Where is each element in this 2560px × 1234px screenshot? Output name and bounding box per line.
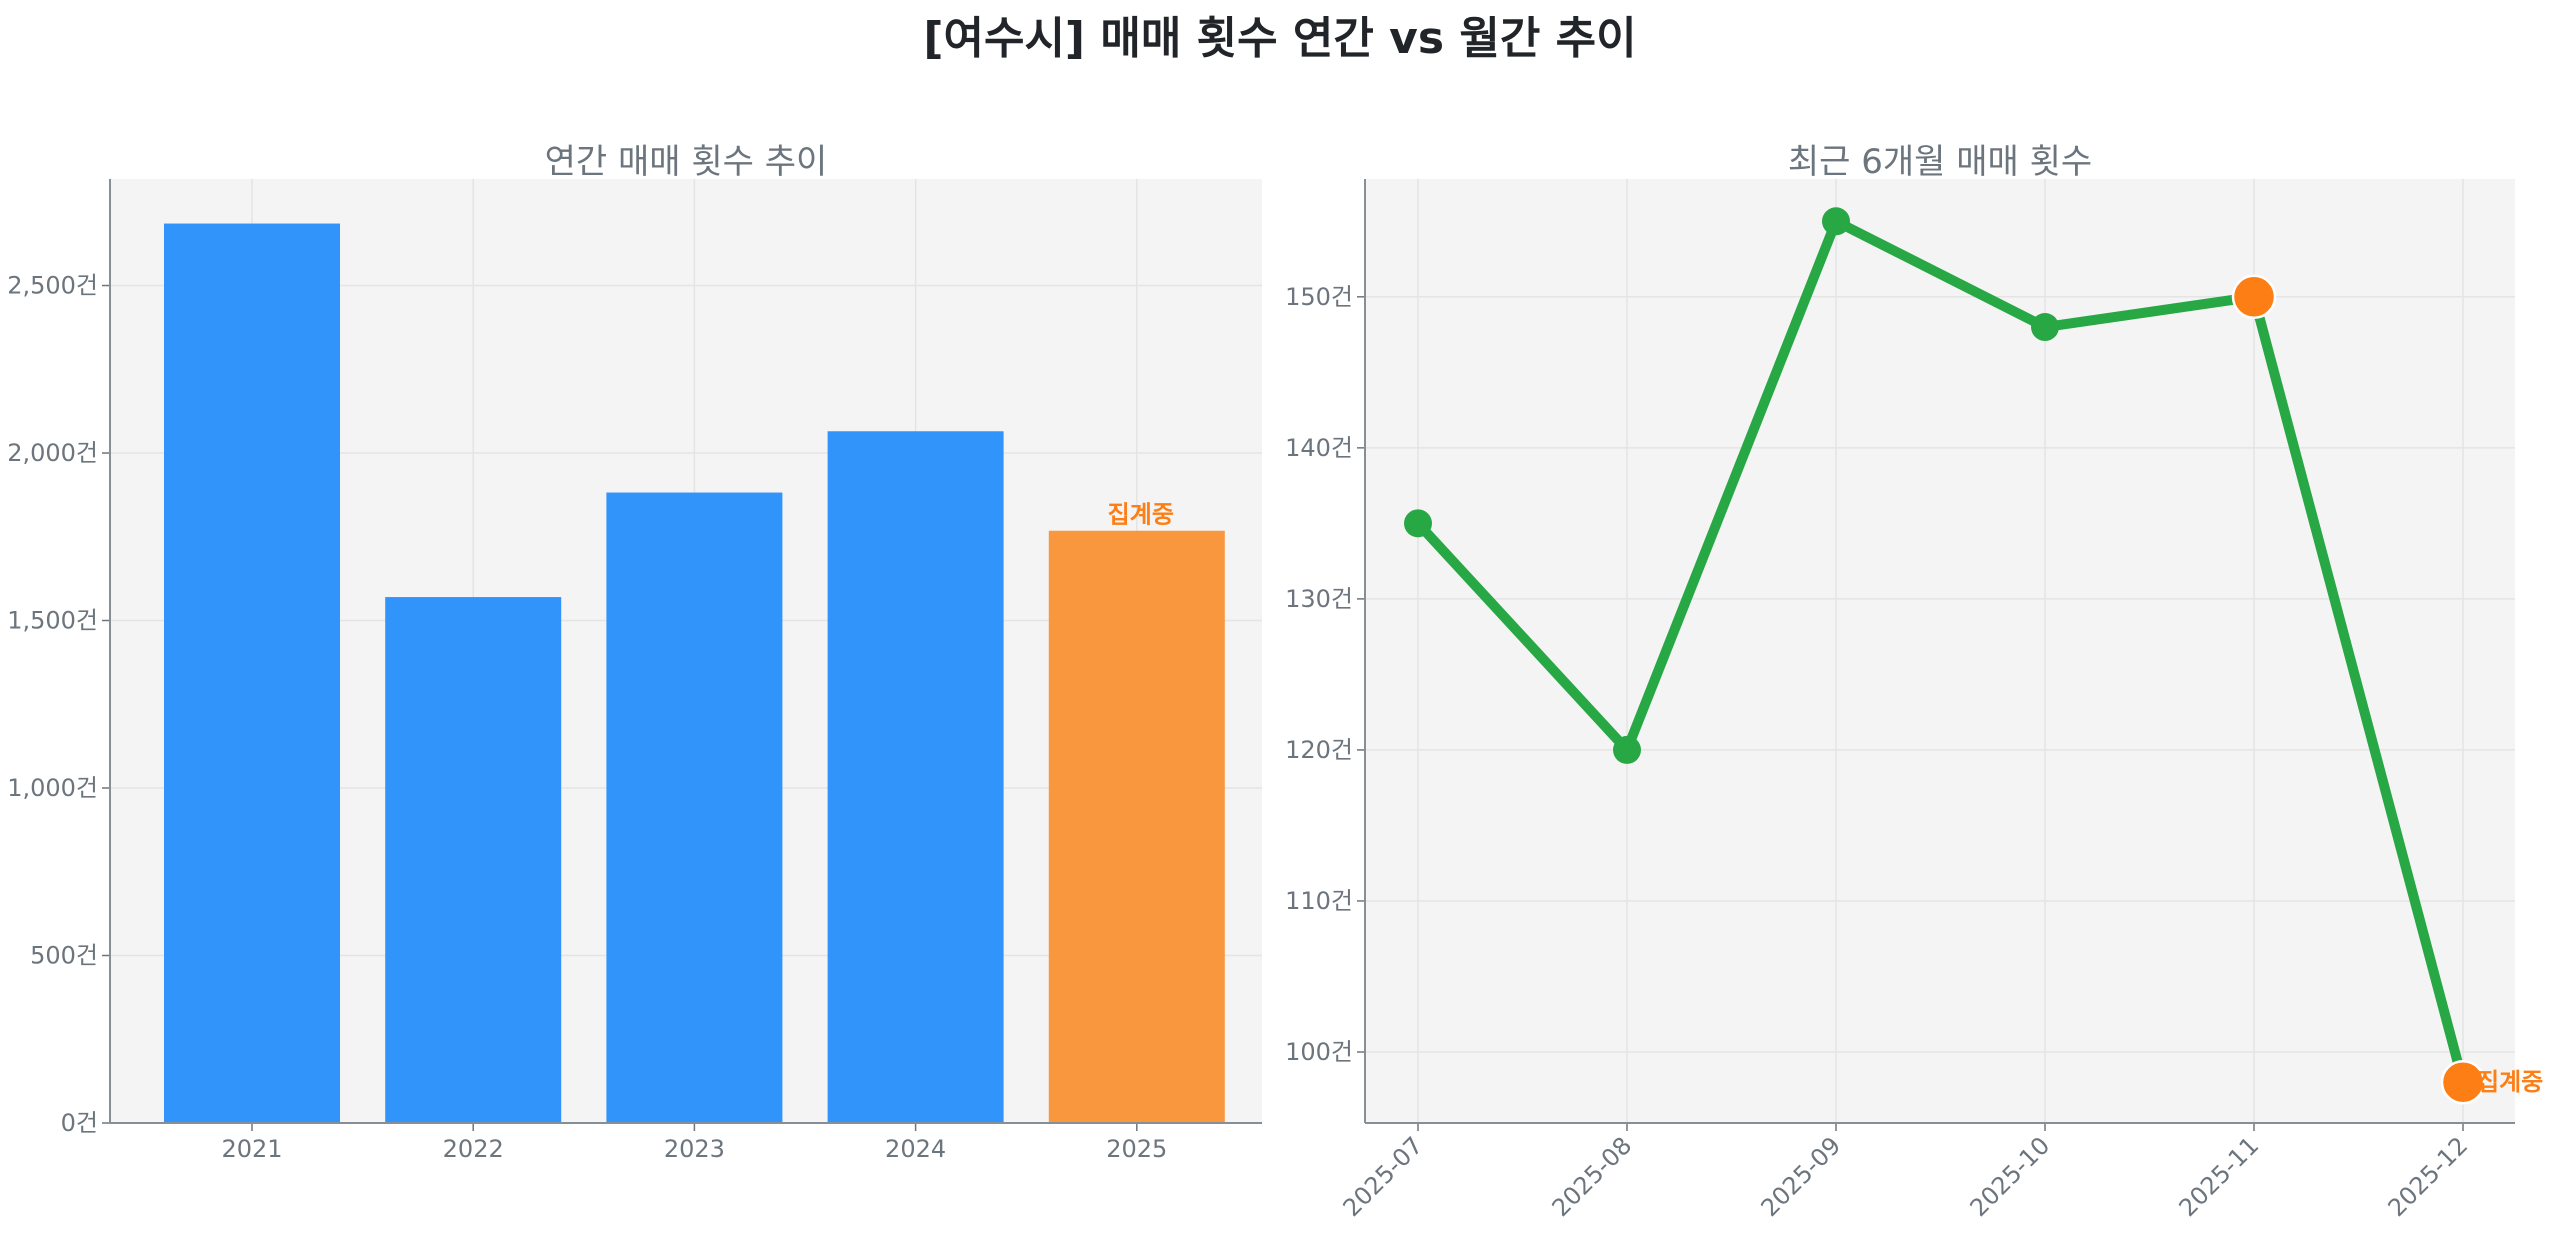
in-progress-label: 집계중 <box>2477 1068 2543 1096</box>
x-tick-label: 2025-09 <box>1756 1131 1847 1222</box>
highlight-point-2025-11 <box>2231 274 2277 320</box>
y-tick-label: 110건 <box>1285 887 1353 915</box>
x-tick-label: 2025 <box>1106 1135 1167 1163</box>
in-progress-label: 집계중 <box>1108 501 1174 529</box>
figure-title: [여수시] 매매 횟수 연간 vs 월간 추이 <box>923 13 1637 64</box>
x-tick-label: 2024 <box>885 1135 946 1163</box>
x-tick-label: 2021 <box>221 1135 282 1163</box>
x-tick-label: 2025-08 <box>1547 1131 1638 1222</box>
y-tick-label: 2,500건 <box>7 272 98 300</box>
y-tick-label: 130건 <box>1285 585 1353 613</box>
bar-2022 <box>385 597 562 1123</box>
data-point-2025-09 <box>1822 207 1850 236</box>
annual-chart-title: 연간 매매 횟수 추이 <box>544 142 828 182</box>
plot-area <box>1365 179 2515 1123</box>
x-tick-label: 2023 <box>664 1135 725 1163</box>
y-tick-label: 1,500건 <box>7 607 98 635</box>
x-tick-label: 2025-07 <box>1338 1131 1429 1222</box>
bar-2025 <box>1048 530 1225 1123</box>
data-point-2025-10 <box>2031 313 2059 342</box>
y-tick-label: 120건 <box>1285 736 1353 764</box>
x-tick-label: 2025-11 <box>2174 1131 2265 1222</box>
bar-2024 <box>827 431 1004 1124</box>
x-tick-label: 2022 <box>443 1135 504 1163</box>
trend-line <box>1414 216 2468 1084</box>
data-point-2025-08 <box>1613 735 1641 764</box>
x-tick-label: 2025-12 <box>2383 1131 2474 1222</box>
bar-2021 <box>164 223 340 1123</box>
monthly-line-chart: 100건 110건 120건 130건 140건 150건 2025-07 2025-08 20… <box>1285 179 2543 1222</box>
y-tick-label: 100건 <box>1285 1038 1353 1066</box>
highlight-point-2025-12 <box>2440 1059 2486 1105</box>
y-tick-label: 0건 <box>61 1109 98 1137</box>
data-point-2025-07 <box>1404 509 1432 538</box>
annual-bar-chart: 0건 500건 1,000건 1,500건 2,000건 2,500건 2021 2022 20… <box>7 179 1262 1163</box>
y-tick-label: 140건 <box>1285 434 1353 462</box>
x-tick-label: 2025-10 <box>1965 1131 2056 1222</box>
y-tick-label: 1,000건 <box>7 774 98 802</box>
y-tick-label: 500건 <box>30 942 98 970</box>
y-tick-label: 150건 <box>1285 283 1353 311</box>
monthly-chart-title: 최근 6개월 매매 횟수 <box>1787 142 2093 182</box>
y-tick-label: 2,000건 <box>7 439 98 467</box>
bar-2023 <box>606 492 783 1123</box>
